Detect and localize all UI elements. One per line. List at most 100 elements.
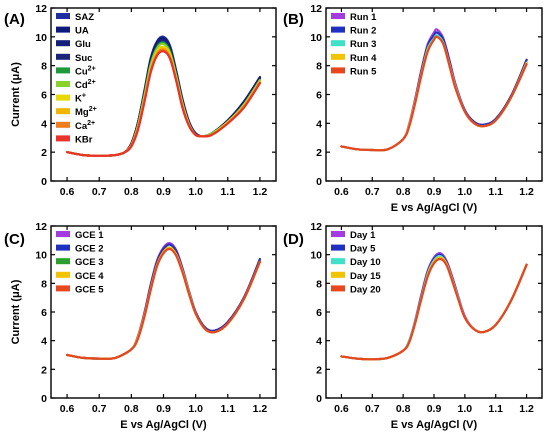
legend-swatch xyxy=(56,40,70,47)
legend-label: Cd2+ xyxy=(75,79,96,91)
legend-label: Ca2+ xyxy=(75,120,95,132)
y-tick-label: 12 xyxy=(35,221,47,233)
x-tick-label: 1.2 xyxy=(253,403,268,415)
x-tick-label: 1.1 xyxy=(488,186,503,198)
y-tick-label: 10 xyxy=(35,32,47,44)
legend-label: Day 5 xyxy=(350,244,376,255)
y-tick-label: 8 xyxy=(41,61,47,73)
legend-swatch xyxy=(56,285,70,292)
legend-swatch xyxy=(56,53,70,60)
legend-label: SAZ xyxy=(75,12,94,23)
legend-swatch xyxy=(56,108,70,115)
legend-label: Mg2+ xyxy=(75,106,97,118)
series-line-9 xyxy=(66,48,261,157)
legend-swatch xyxy=(56,135,70,142)
x-tick-label: 1.0 xyxy=(188,186,203,198)
y-axis-title: Current (μA) xyxy=(10,279,22,344)
legend-label: UA xyxy=(75,26,89,37)
x-tick-label: 0.7 xyxy=(92,403,107,415)
legend-swatch xyxy=(331,258,345,265)
chart-panel-2: (B) 0.6 0.7 0.8 0.9 1.0 1.1 1.2 0 2 4 6 8 10 12 E vs Ag… xyxy=(283,3,543,214)
legend-swatch xyxy=(56,244,70,251)
series-line-5 xyxy=(66,247,261,360)
legend-swatch xyxy=(56,271,70,278)
x-tick-label: 0.7 xyxy=(365,186,380,198)
legend-label: Glu xyxy=(75,39,91,50)
series-line-7 xyxy=(66,45,261,157)
x-axis-title: E vs Ag/AgCl (V) xyxy=(391,202,478,214)
series-line-2 xyxy=(66,37,261,157)
x-tick-label: 0.7 xyxy=(365,403,380,415)
legend-label: Cu2+ xyxy=(75,65,96,77)
x-tick-label: 1.1 xyxy=(488,403,503,415)
y-tick-label: 6 xyxy=(316,90,322,102)
legend-swatch xyxy=(56,121,70,128)
y-tick-label: 10 xyxy=(35,250,47,262)
series-line-6 xyxy=(66,42,261,157)
legend-label: GCE 5 xyxy=(75,284,104,295)
chart-panel-4: (D) 0.6 0.7 0.8 0.9 1.0 1.1 1.2 0 2 4 6 8 10 12 E vs Ag… xyxy=(283,221,543,431)
legend-swatch xyxy=(331,13,345,19)
x-tick-label: 1.2 xyxy=(519,403,534,415)
x-tick-label: 0.9 xyxy=(427,403,442,415)
x-tick-label: 0.9 xyxy=(427,186,442,198)
x-tick-label: 0.9 xyxy=(156,186,171,198)
panel-label: (D) xyxy=(283,231,304,248)
legend-label: Day 20 xyxy=(350,284,381,295)
panel-label: (C) xyxy=(4,231,25,248)
x-tick-label: 1.1 xyxy=(220,403,235,415)
y-tick-label: 4 xyxy=(316,118,322,130)
series-line-5 xyxy=(340,35,528,152)
y-tick-label: 6 xyxy=(316,307,322,319)
legend-label: GCE 2 xyxy=(75,244,104,255)
series-line-1 xyxy=(66,35,261,157)
x-tick-label: 0.8 xyxy=(396,186,411,198)
x-axis-title: E vs Ag/AgCl (V) xyxy=(120,419,207,431)
legend-swatch xyxy=(331,231,345,237)
y-tick-label: 6 xyxy=(41,307,47,319)
legend-label: Suc xyxy=(75,53,92,64)
x-tick-label: 1.0 xyxy=(458,186,473,198)
chart-panel-3: (C) 0.6 0.7 0.8 0.9 1.0 1.1 1.2 0 2 4 6 8 10 12 E vs Ag… xyxy=(4,221,277,431)
x-tick-label: 0.9 xyxy=(156,403,171,415)
series-line-5 xyxy=(340,257,528,361)
x-axis-title: E vs Ag/AgCl (V) xyxy=(391,419,478,431)
x-tick-label: 1.2 xyxy=(253,186,268,198)
y-tick-label: 12 xyxy=(310,3,322,15)
x-tick-label: 1.0 xyxy=(188,403,203,415)
y-tick-label: 8 xyxy=(41,278,47,290)
x-tick-label: 0.6 xyxy=(60,403,75,415)
series-line-3 xyxy=(66,38,261,157)
y-tick-label: 12 xyxy=(35,3,47,15)
panel-label: (A) xyxy=(4,11,25,28)
x-tick-label: 0.6 xyxy=(334,403,349,415)
y-tick-label: 0 xyxy=(316,176,322,188)
series-line-5 xyxy=(66,41,261,157)
legend-label: Run 3 xyxy=(350,39,376,50)
y-tick-label: 2 xyxy=(316,364,322,376)
x-tick-label: 0.7 xyxy=(92,186,107,198)
y-axis-title: Current (μA) xyxy=(10,62,22,127)
legend-swatch xyxy=(331,285,345,292)
x-tick-label: 1.2 xyxy=(519,186,534,198)
y-tick-label: 0 xyxy=(41,393,47,405)
y-tick-label: 4 xyxy=(41,118,47,130)
legend-swatch xyxy=(56,67,70,74)
series-line-10 xyxy=(66,50,261,157)
y-tick-label: 10 xyxy=(310,250,322,262)
y-tick-label: 0 xyxy=(316,393,322,405)
series-line-4 xyxy=(66,39,261,157)
legend-label: KBr xyxy=(75,134,93,145)
legend-label: K+ xyxy=(75,93,86,105)
x-tick-label: 1.0 xyxy=(458,403,473,415)
legend-swatch xyxy=(56,26,70,33)
legend-label: Day 1 xyxy=(350,230,376,241)
legend-swatch xyxy=(331,67,345,74)
y-tick-label: 2 xyxy=(41,364,47,376)
y-tick-label: 0 xyxy=(41,176,47,188)
legend-swatch xyxy=(56,13,70,19)
legend-swatch xyxy=(331,26,345,33)
legend-label: Day 10 xyxy=(350,257,381,268)
legend-label: Run 5 xyxy=(350,66,377,77)
